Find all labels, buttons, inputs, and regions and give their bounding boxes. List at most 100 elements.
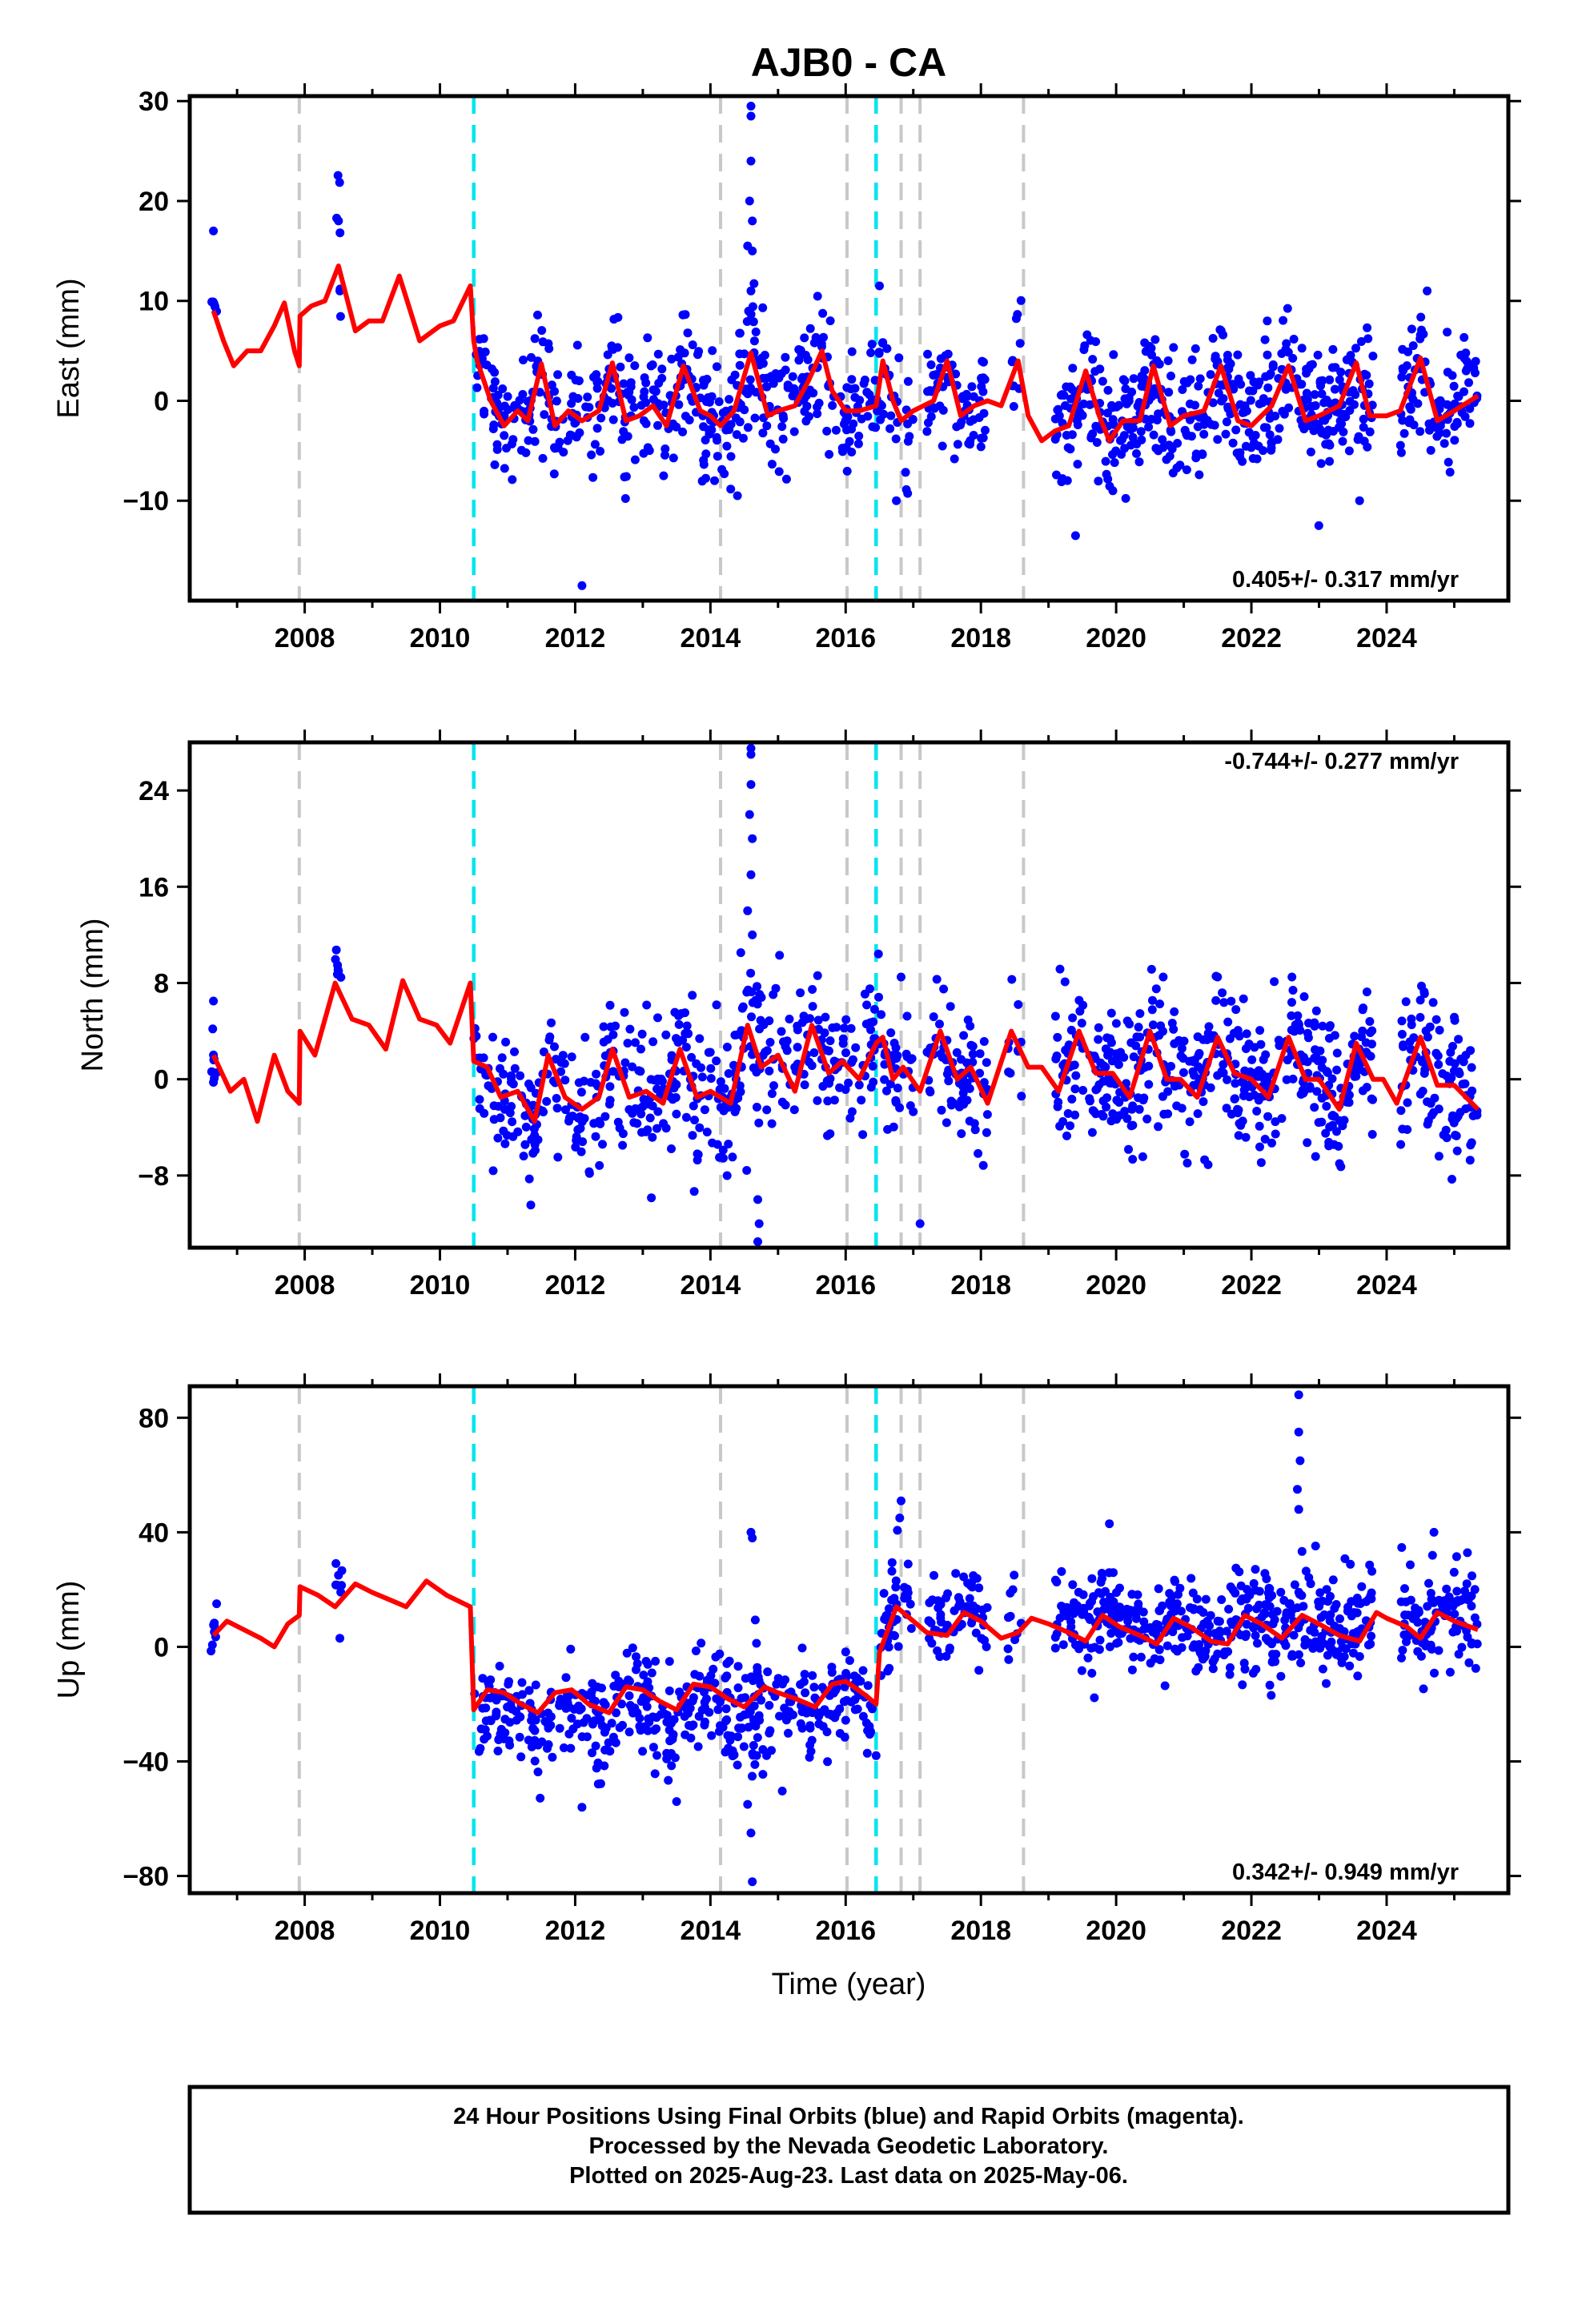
east-data-point xyxy=(746,111,756,121)
up-data-point xyxy=(1138,1607,1148,1617)
east-data-point xyxy=(1252,454,1262,464)
east-data-point xyxy=(608,415,618,424)
north-data-point xyxy=(1231,1094,1239,1104)
up-data-point xyxy=(515,1732,524,1742)
east-data-point xyxy=(490,377,500,387)
east-data-point xyxy=(1058,474,1067,484)
north-x-tick-label: 2012 xyxy=(545,1270,606,1301)
up-y-tick-label: 0 xyxy=(154,1632,169,1663)
north-data-point xyxy=(965,1116,974,1126)
up-data-point xyxy=(1177,1642,1186,1652)
north-data-point xyxy=(785,1015,794,1023)
north-data-point xyxy=(738,1002,748,1011)
up-data-point xyxy=(588,1748,596,1758)
north-data-point xyxy=(596,1119,605,1128)
north-data-point xyxy=(724,1140,733,1149)
up-data-point xyxy=(1150,1654,1159,1663)
up-data-point xyxy=(628,1643,637,1653)
north-data-point xyxy=(1417,981,1426,991)
up-data-point xyxy=(1289,1630,1299,1640)
up-data-point xyxy=(925,1634,934,1643)
north-data-point xyxy=(1124,1144,1133,1154)
up-data-point xyxy=(954,1602,964,1611)
east-data-point xyxy=(1182,378,1192,388)
east-data-point xyxy=(1182,465,1191,475)
east-data-point xyxy=(1214,388,1223,398)
up-data-point xyxy=(1272,1606,1282,1616)
up-x-tick-label: 2018 xyxy=(950,1916,1011,1946)
up-data-point xyxy=(1410,1608,1419,1618)
north-data-point xyxy=(1148,995,1157,1005)
up-data-point xyxy=(1090,1693,1099,1703)
up-data-point xyxy=(1396,1597,1406,1606)
north-data-point xyxy=(556,1067,565,1076)
east-data-point xyxy=(492,444,502,454)
up-data-point xyxy=(561,1673,571,1683)
north-data-point xyxy=(700,1105,709,1115)
east-data-point xyxy=(537,326,547,336)
north-data-point xyxy=(566,1112,576,1121)
caption-line-1: 24 Hour Positions Using Final Orbits (bl… xyxy=(453,2104,1244,2129)
north-data-point xyxy=(1263,1112,1273,1121)
north-data-point xyxy=(722,1171,732,1180)
north-data-point xyxy=(797,1018,807,1027)
up-data-point xyxy=(1113,1606,1122,1615)
east-data-point xyxy=(894,353,904,363)
north-data-point xyxy=(813,1015,823,1025)
east-data-point xyxy=(1144,422,1154,432)
north-data-point xyxy=(644,1100,654,1109)
north-data-point xyxy=(632,1119,642,1128)
up-data-point xyxy=(1199,1608,1208,1617)
east-data-point xyxy=(726,420,736,429)
north-data-point xyxy=(488,1032,497,1042)
north-data-point xyxy=(1155,999,1165,1009)
east-x-tick-label: 2020 xyxy=(1086,623,1146,653)
up-data-point xyxy=(1345,1661,1355,1671)
east-data-point xyxy=(976,442,986,452)
east-data-point xyxy=(500,464,509,473)
up-data-point xyxy=(1427,1550,1437,1560)
east-data-point xyxy=(964,439,974,448)
north-data-point xyxy=(628,1108,637,1118)
north-data-point xyxy=(671,1093,681,1102)
east-data-point xyxy=(1191,449,1201,459)
north-data-point xyxy=(1323,1068,1332,1077)
up-data-point xyxy=(1452,1552,1461,1562)
east-data-point xyxy=(1407,324,1416,334)
up-data-point xyxy=(559,1743,568,1752)
east-data-point xyxy=(516,445,526,455)
east-data-point xyxy=(475,335,484,344)
up-data-point xyxy=(906,1624,916,1633)
up-data-point xyxy=(827,1667,837,1677)
east-data-point xyxy=(735,360,745,370)
north-data-point xyxy=(947,1100,956,1110)
up-data-point xyxy=(478,1674,488,1683)
east-data-point xyxy=(1117,449,1126,459)
east-data-point xyxy=(1098,376,1107,386)
up-data-point xyxy=(1225,1670,1235,1679)
up-data-point xyxy=(694,1711,704,1721)
up-data-point xyxy=(1366,1639,1375,1649)
north-data-point xyxy=(929,1012,938,1022)
up-data-point xyxy=(1282,1610,1291,1620)
east-data-point xyxy=(1092,438,1102,447)
east-data-point xyxy=(1054,404,1063,414)
north-data-point xyxy=(909,1107,918,1116)
east-data-point xyxy=(1168,468,1178,478)
east-data-point xyxy=(790,388,800,398)
east-data-point xyxy=(640,387,649,396)
up-data-point xyxy=(670,1753,680,1763)
north-data-point xyxy=(716,1077,725,1087)
north-data-point xyxy=(1125,1019,1134,1029)
east-data-point xyxy=(1432,432,1442,441)
east-data-point xyxy=(577,581,587,590)
east-data-point xyxy=(1128,432,1138,442)
east-data-point xyxy=(490,460,500,469)
north-data-point xyxy=(488,1166,498,1176)
east-data-point xyxy=(592,424,602,433)
north-data-point xyxy=(672,1034,681,1043)
north-data-point xyxy=(584,1167,594,1176)
north-data-point xyxy=(873,949,883,959)
north-data-point xyxy=(1223,1017,1233,1027)
east-data-point xyxy=(661,450,669,460)
